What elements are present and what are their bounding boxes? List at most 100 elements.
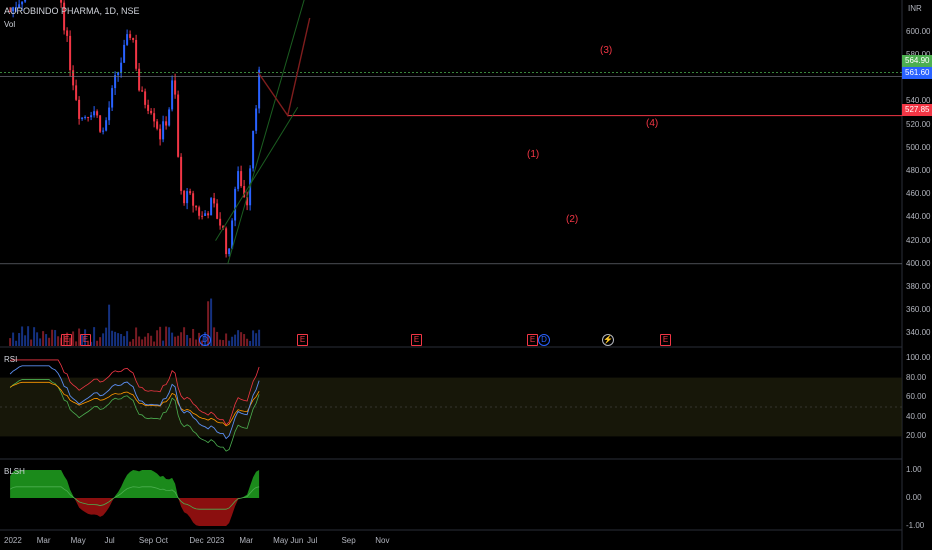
volume-bar — [117, 333, 120, 346]
price-tick: 420.00 — [906, 235, 931, 245]
rsi-upper-band — [10, 359, 260, 426]
volume-bar — [84, 329, 87, 346]
price-badge-564: 564.90 — [902, 55, 932, 67]
volume-bar — [42, 331, 45, 346]
volume-bar — [186, 334, 189, 346]
candle-body — [213, 198, 216, 204]
candle-body — [9, 11, 12, 13]
volume-bar — [111, 330, 114, 346]
time-tick: Dec — [189, 536, 204, 545]
rsi-tick: 80.00 — [906, 372, 927, 382]
candle-body — [15, 7, 18, 9]
candle-body — [21, 1, 24, 5]
volume-bar — [69, 337, 72, 346]
split-icon[interactable]: ⚡ — [602, 334, 614, 346]
candle-body — [174, 80, 177, 95]
volume-bar — [174, 336, 177, 346]
volume-bar — [123, 336, 126, 346]
volume-legend[interactable]: Vol — [4, 20, 16, 29]
volume-bar — [12, 332, 15, 346]
candle-body — [192, 193, 195, 206]
candle-body — [231, 220, 234, 249]
volume-bar — [63, 334, 66, 346]
volume-bar — [222, 340, 225, 346]
volume-bar — [183, 327, 186, 346]
volume-bar — [45, 334, 48, 346]
wave-label-2: (2) — [566, 214, 579, 225]
time-tick: Oct — [155, 536, 168, 545]
volume-bar — [129, 341, 132, 346]
earnings-marker[interactable]: E — [411, 334, 422, 346]
time-tick: Mar — [36, 536, 51, 545]
time-tick: Sep — [138, 536, 154, 545]
volume-bar — [210, 298, 213, 346]
volume-bar — [108, 304, 111, 346]
volume-bar — [168, 327, 171, 346]
candle-body — [132, 37, 135, 40]
earnings-marker[interactable]: E — [61, 334, 72, 346]
blsh-tick: 0.00 — [906, 493, 922, 502]
channel-line-lower — [215, 107, 299, 241]
blsh-signal-line — [9, 486, 260, 510]
rsi-tick: 60.00 — [906, 392, 927, 402]
volume-bar — [171, 332, 174, 346]
time-tick: Sep — [341, 536, 356, 545]
dividend-marker[interactable]: D — [199, 334, 211, 346]
candle-body — [138, 68, 141, 91]
candle-body — [225, 228, 228, 255]
volume-bar — [180, 332, 183, 346]
price-tick: 600.00 — [906, 26, 931, 36]
candle-body — [195, 205, 198, 208]
volume-bar — [162, 340, 165, 346]
time-tick: May — [273, 536, 289, 545]
candle-body — [207, 213, 210, 216]
candle-body — [78, 99, 81, 119]
time-tick: Mar — [239, 536, 254, 545]
candle-body — [201, 215, 204, 217]
time-tick: 2022 — [4, 536, 22, 545]
candle-body — [246, 197, 249, 206]
candle-body — [63, 2, 66, 31]
candle-body — [99, 115, 102, 132]
volume-bar — [234, 334, 237, 346]
volume-bar — [51, 329, 54, 346]
rsi-signal-line — [9, 381, 260, 427]
candle-body — [66, 30, 69, 36]
candle-body — [189, 191, 192, 194]
candle-body — [123, 44, 126, 63]
volume-bar — [207, 301, 210, 346]
price-badge-561: 561.60 — [902, 67, 932, 79]
blsh-tick: -1.00 — [906, 521, 925, 530]
volume-bar — [156, 330, 159, 346]
candle-body — [108, 107, 111, 121]
candle-body — [171, 80, 174, 110]
candle-body — [144, 91, 147, 105]
volume-bar — [192, 328, 195, 346]
volume-bar — [195, 339, 198, 346]
earnings-marker[interactable]: E — [297, 334, 308, 346]
volume-bar — [228, 340, 231, 346]
volume-bar — [126, 331, 129, 346]
candle-body — [180, 156, 183, 191]
candle-body — [150, 110, 153, 114]
symbol-legend[interactable]: AUROBINDO PHARMA, 1D, NSE — [4, 6, 140, 16]
rsi-title[interactable]: RSI — [4, 355, 18, 364]
earnings-marker[interactable]: E — [80, 334, 91, 346]
candle-body — [222, 225, 225, 229]
dividend-marker[interactable]: D — [538, 334, 550, 346]
candle-body — [219, 218, 222, 226]
earnings-marker[interactable]: E — [660, 334, 671, 346]
candle-body — [96, 111, 99, 116]
candle-body — [24, 0, 27, 2]
candle-body — [186, 191, 189, 204]
earnings-marker[interactable]: E — [527, 334, 538, 346]
price-tick: 460.00 — [906, 189, 931, 199]
blsh-title[interactable]: BLSH — [4, 467, 25, 476]
candle-body — [84, 116, 87, 118]
candle-body — [87, 116, 90, 118]
volume-bar — [231, 336, 234, 346]
volume-bar — [105, 327, 108, 346]
volume-bar — [177, 335, 180, 346]
